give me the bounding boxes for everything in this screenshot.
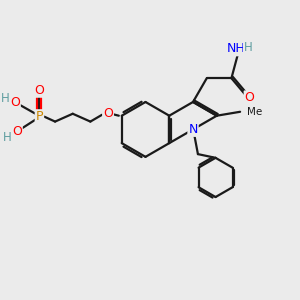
Text: H: H: [244, 41, 253, 54]
Text: O: O: [12, 125, 22, 138]
Text: O: O: [10, 97, 20, 110]
Text: O: O: [244, 92, 254, 104]
Text: NH: NH: [227, 42, 246, 55]
Text: N: N: [188, 123, 198, 136]
Text: Me: Me: [247, 107, 262, 117]
Text: H: H: [1, 92, 10, 105]
Text: H: H: [3, 131, 11, 144]
Text: O: O: [34, 84, 44, 97]
Text: P: P: [36, 110, 43, 123]
Text: O: O: [103, 107, 113, 120]
